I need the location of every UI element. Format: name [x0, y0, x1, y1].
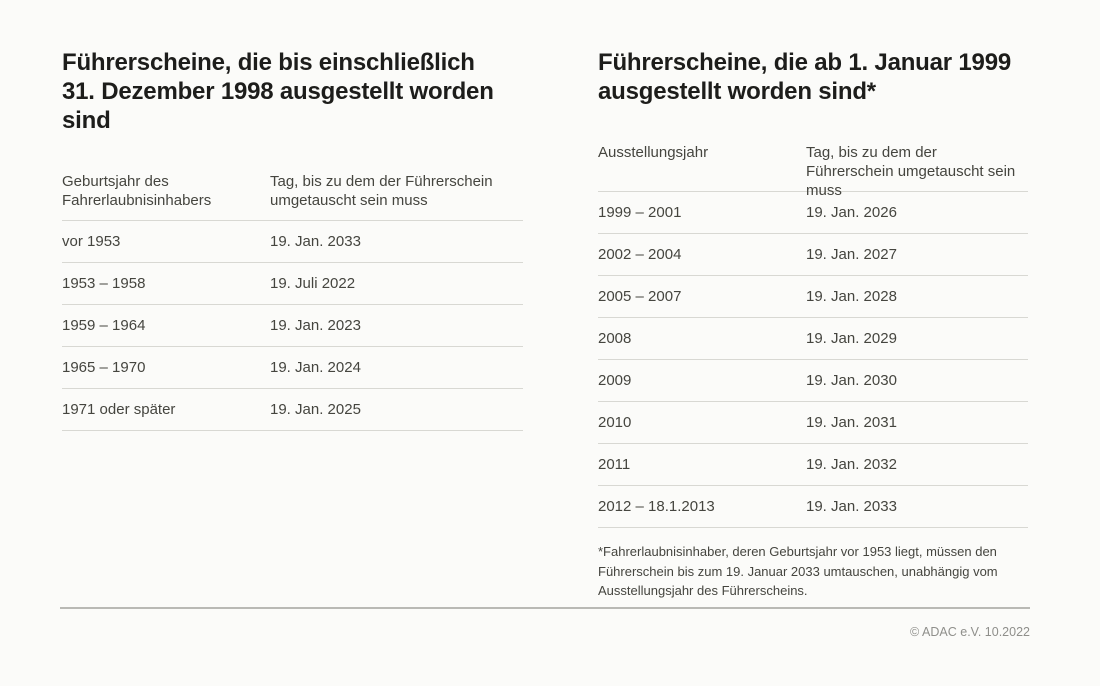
pre-1999-title-line1: Führerscheine, die bis einschließlich: [62, 49, 475, 76]
table-row: 1971 oder später 19. Jan. 2025: [62, 389, 523, 431]
birth-year-cell: vor 1953: [62, 232, 121, 250]
issue-year-cell: 2012 – 18.1.2013: [598, 497, 715, 515]
table-row: 2009 19. Jan. 2030: [598, 360, 1028, 402]
table-row: 1959 – 1964 19. Jan. 2023: [62, 305, 523, 347]
deadline-cell: 19. Jan. 2030: [806, 371, 897, 389]
deadline-cell: 19. Jan. 2033: [270, 232, 361, 250]
pre-1999-col1-header: Geburtsjahr des Fahrerlaubnisinhabers: [62, 173, 212, 209]
section-post-1999: Führerscheine, die ab 1. Januar 1999 ausg…: [598, 48, 1028, 614]
birth-year-cell: 1959 – 1964: [62, 316, 146, 334]
pre-1999-title-line2: 31. Dezember 1998 ausgestellt worden sin…: [62, 78, 494, 134]
deadline-cell: 19. Jan. 2027: [806, 245, 897, 263]
deadline-cell: 19. Jan. 2033: [806, 497, 897, 515]
table-row: vor 1953 19. Jan. 2033: [62, 221, 523, 263]
table-row: 1999 – 2001 19. Jan. 2026: [598, 192, 1028, 234]
post-1999-title-line1: Führerscheine, die ab 1. Januar 1999: [598, 49, 1011, 76]
deadline-cell: 19. Jan. 2031: [806, 413, 897, 431]
table-row: 2008 19. Jan. 2029: [598, 318, 1028, 360]
deadline-cell: 19. Jan. 2028: [806, 287, 897, 305]
section-pre-1999: Führerscheine, die bis einschließlich 31.…: [62, 48, 523, 431]
birth-year-cell: 1953 – 1958: [62, 274, 146, 292]
birth-year-cell: 1965 – 1970: [62, 358, 146, 376]
issue-year-cell: 2008: [598, 329, 632, 347]
post-1999-table: Ausstellungsjahr Tag, bis zu dem der Füh…: [598, 139, 1028, 528]
deadline-cell: 19. Jan. 2026: [806, 203, 897, 221]
deadline-cell: 19. Jan. 2032: [806, 455, 897, 473]
issue-year-cell: 2009: [598, 371, 632, 389]
bottom-divider: [60, 607, 1030, 609]
issue-year-cell: 2002 – 2004: [598, 245, 682, 263]
issue-year-cell: 1999 – 2001: [598, 203, 682, 221]
table-row: 2011 19. Jan. 2032: [598, 444, 1028, 486]
deadline-cell: 19. Jan. 2024: [270, 358, 361, 376]
birth-year-cell: 1971 oder später: [62, 400, 176, 418]
pre-1999-table-header: Geburtsjahr des Fahrerlaubnisinhabers Ta…: [62, 168, 523, 221]
post-1999-col2-header: Tag, bis zu dem der Führerschein umgetau…: [806, 144, 1016, 199]
table-row: 2010 19. Jan. 2031: [598, 402, 1028, 444]
issue-year-cell: 2005 – 2007: [598, 287, 682, 305]
issue-year-cell: 2011: [598, 455, 631, 473]
post-1999-table-header: Ausstellungsjahr Tag, bis zu dem der Füh…: [598, 139, 1028, 199]
table-row: 1965 – 1970 19. Jan. 2024: [62, 347, 523, 389]
pre-1999-col2-header: Tag, bis zu dem der Führerschein umgetau…: [270, 173, 493, 209]
pre-1999-table: Geburtsjahr des Fahrerlaubnisinhabers Ta…: [62, 168, 523, 431]
post-1999-col1-header: Ausstellungsjahr: [598, 144, 709, 161]
table-row: 2005 – 2007 19. Jan. 2028: [598, 276, 1028, 318]
issue-year-cell: 2010: [598, 413, 632, 431]
table-row: 2012 – 18.1.2013 19. Jan. 2033: [598, 486, 1028, 528]
deadline-cell: 19. Jan. 2025: [270, 400, 361, 418]
pre-1999-title: Führerscheine, die bis einschließlich 31.…: [62, 48, 523, 135]
deadline-cell: 19. Jan. 2029: [806, 329, 897, 347]
deadline-cell: 19. Jan. 2023: [270, 316, 361, 334]
table-row: 2002 – 2004 19. Jan. 2027: [598, 234, 1028, 276]
table-row: 1953 – 1958 19. Juli 2022: [62, 263, 523, 305]
post-1999-title: Führerscheine, die ab 1. Januar 1999 ausg…: [598, 48, 1028, 106]
footnote: *Fahrerlaubnisinhaber, deren Geburtsjahr…: [598, 544, 998, 598]
post-1999-title-line2: ausgestellt worden sind*: [598, 78, 876, 105]
copyright-notice: © ADAC e.V. 10.2022: [910, 625, 1030, 639]
deadline-cell: 19. Juli 2022: [270, 274, 356, 292]
